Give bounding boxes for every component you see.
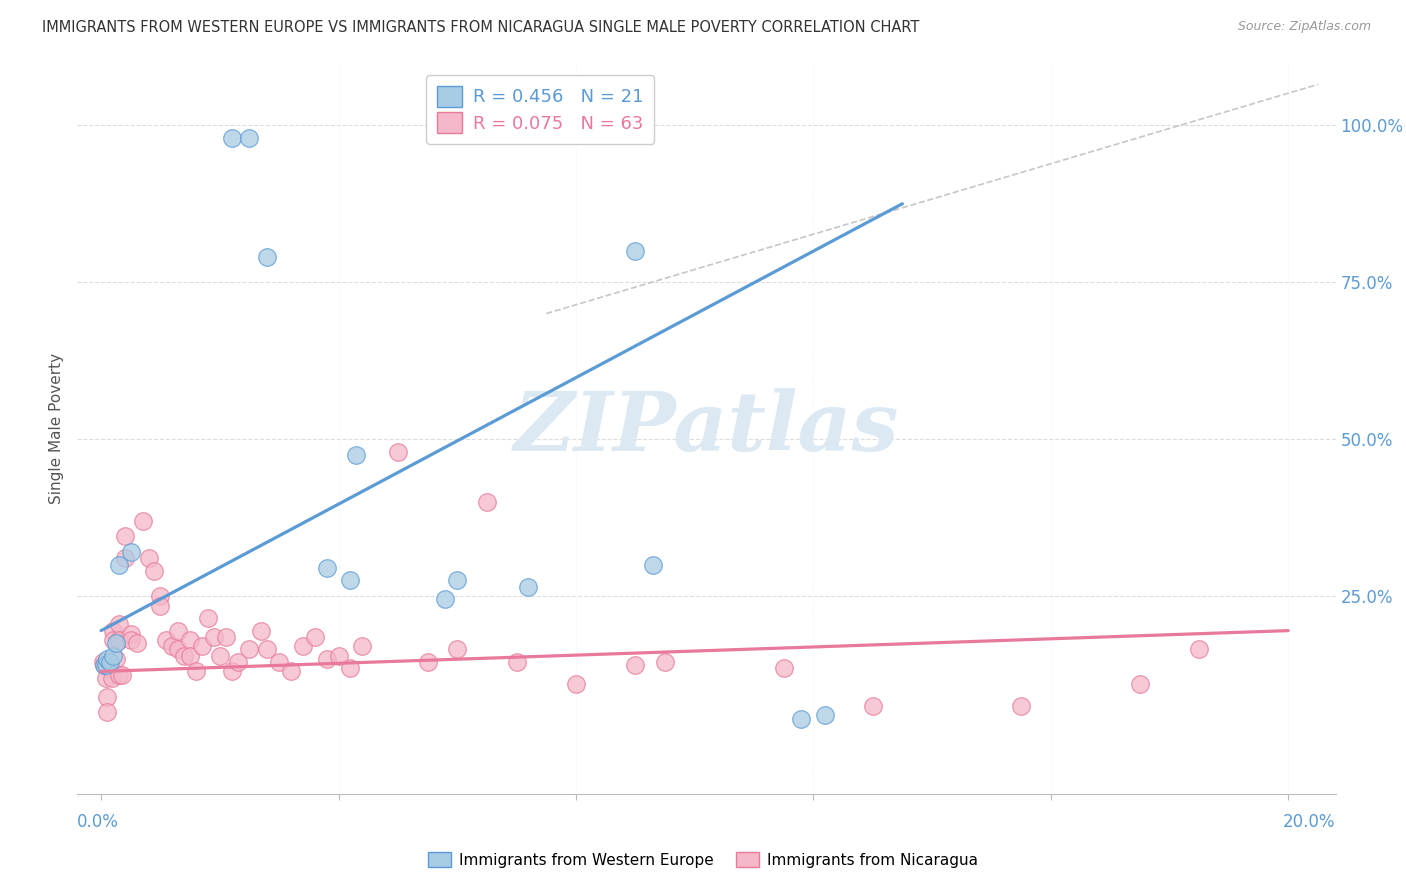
Point [120, 627, 142, 641]
Point [104, 636, 127, 650]
Point [98, 661, 121, 675]
Point [862, 698, 884, 713]
Point [173, 648, 195, 663]
Point [814, 708, 837, 723]
Point [1129, 677, 1152, 691]
Point [114, 529, 136, 543]
Point [226, 655, 249, 669]
Text: 20.0%: 20.0% [1284, 813, 1336, 830]
Point [434, 592, 457, 607]
Point [654, 655, 676, 669]
Point [179, 648, 201, 663]
Point [387, 444, 409, 458]
Legend: Immigrants from Western Europe, Immigrants from Nicaragua: Immigrants from Western Europe, Immigran… [422, 846, 984, 873]
Point [475, 495, 498, 509]
Point [269, 655, 291, 669]
Point [250, 624, 273, 638]
Point [98, 655, 121, 669]
Point [256, 250, 278, 264]
Point [149, 599, 172, 613]
Point [304, 630, 326, 644]
Point [108, 617, 131, 632]
Point [131, 514, 153, 528]
Point [221, 665, 243, 679]
Point [238, 130, 260, 145]
Point [93, 658, 115, 673]
Point [624, 244, 647, 258]
Point [167, 624, 190, 638]
Point [339, 574, 361, 588]
Point [96, 690, 118, 704]
Text: 0.0%: 0.0% [77, 813, 120, 830]
Point [138, 551, 160, 566]
Point [315, 561, 337, 575]
Point [101, 633, 124, 648]
Point [1010, 698, 1032, 713]
Point [565, 677, 588, 691]
Point [162, 640, 184, 654]
Point [120, 545, 142, 559]
Y-axis label: Single Male Poverty: Single Male Poverty [49, 352, 65, 504]
Text: ZIPatlas: ZIPatlas [513, 388, 900, 468]
Point [120, 633, 142, 648]
Point [114, 551, 136, 566]
Point [197, 611, 219, 625]
Point [108, 633, 131, 648]
Point [93, 658, 115, 673]
Point [108, 667, 131, 681]
Point [108, 558, 131, 572]
Legend: R = 0.456   N = 21, R = 0.075   N = 63: R = 0.456 N = 21, R = 0.075 N = 63 [426, 75, 654, 144]
Point [94, 671, 117, 685]
Point [315, 652, 337, 666]
Point [772, 661, 794, 675]
Point [104, 652, 127, 666]
Point [517, 580, 540, 594]
Point [101, 624, 124, 638]
Point [416, 655, 439, 669]
Point [125, 636, 148, 650]
Point [339, 661, 361, 675]
Point [96, 652, 118, 666]
Point [91, 655, 114, 669]
Point [328, 648, 350, 663]
Point [149, 589, 172, 603]
Point [352, 640, 374, 654]
Point [191, 640, 214, 654]
Point [790, 712, 813, 726]
Point [1188, 642, 1211, 657]
Point [94, 658, 117, 673]
Point [344, 448, 367, 462]
Point [202, 630, 225, 644]
Point [111, 667, 134, 681]
Point [624, 658, 647, 673]
Point [505, 655, 527, 669]
Point [96, 705, 118, 719]
Point [155, 633, 177, 648]
Point [643, 558, 665, 572]
Point [184, 665, 207, 679]
Point [280, 665, 302, 679]
Point [100, 671, 122, 685]
Point [208, 648, 231, 663]
Point [143, 564, 166, 578]
Text: Source: ZipAtlas.com: Source: ZipAtlas.com [1237, 20, 1371, 33]
Point [179, 633, 201, 648]
Point [238, 642, 260, 657]
Text: IMMIGRANTS FROM WESTERN EUROPE VS IMMIGRANTS FROM NICARAGUA SINGLE MALE POVERTY : IMMIGRANTS FROM WESTERN EUROPE VS IMMIGR… [42, 20, 920, 35]
Point [215, 630, 238, 644]
Point [446, 574, 468, 588]
Point [256, 642, 278, 657]
Point [101, 648, 124, 663]
Point [291, 640, 314, 654]
Point [446, 642, 468, 657]
Point [221, 130, 243, 145]
Point [167, 642, 190, 657]
